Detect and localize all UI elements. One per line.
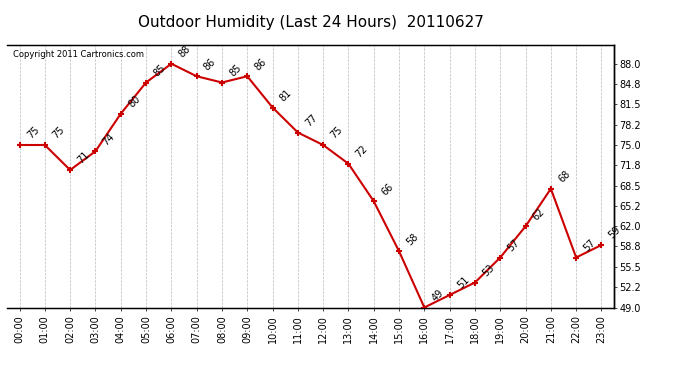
- Text: 88: 88: [177, 44, 193, 60]
- Text: 59: 59: [607, 225, 623, 241]
- Text: 57: 57: [582, 237, 598, 254]
- Text: 58: 58: [404, 231, 420, 247]
- Text: Copyright 2011 Cartronics.com: Copyright 2011 Cartronics.com: [13, 50, 144, 59]
- Text: 77: 77: [304, 112, 319, 128]
- Text: Outdoor Humidity (Last 24 Hours)  20110627: Outdoor Humidity (Last 24 Hours) 2011062…: [137, 15, 484, 30]
- Text: 86: 86: [253, 56, 268, 72]
- Text: 51: 51: [455, 275, 471, 291]
- Text: 86: 86: [202, 56, 218, 72]
- Text: 72: 72: [354, 144, 370, 160]
- Text: 85: 85: [228, 63, 244, 78]
- Text: 81: 81: [278, 88, 294, 104]
- Text: 66: 66: [380, 182, 395, 197]
- Text: 49: 49: [430, 288, 446, 303]
- Text: 75: 75: [50, 125, 66, 141]
- Text: 71: 71: [76, 150, 92, 166]
- Text: 75: 75: [328, 125, 344, 141]
- Text: 53: 53: [480, 262, 496, 278]
- Text: 74: 74: [101, 131, 117, 147]
- Text: 57: 57: [506, 237, 522, 254]
- Text: 75: 75: [25, 125, 41, 141]
- Text: 85: 85: [152, 63, 168, 78]
- Text: 68: 68: [556, 169, 572, 184]
- Text: 80: 80: [126, 94, 142, 110]
- Text: 62: 62: [531, 206, 547, 222]
